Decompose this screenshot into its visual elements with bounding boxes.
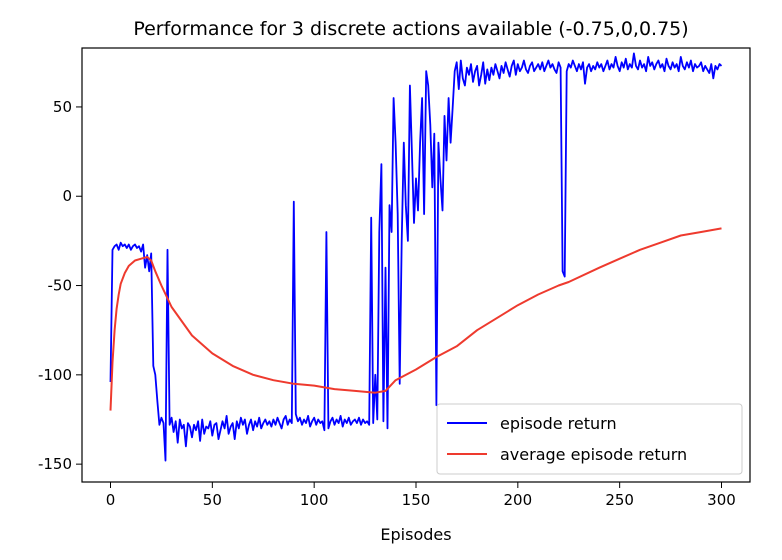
x-tick-label: 100 [300,491,329,509]
x-tick-label: 150 [402,491,431,509]
y-tick-label: 0 [62,187,72,205]
legend-label-episode-return: episode return [500,414,617,433]
x-tick-label: 0 [106,491,116,509]
y-tick-label: -100 [38,366,72,384]
x-axis: 0 50 100 150 200 250 300 [106,482,736,509]
series-layer [109,52,723,462]
legend: episode return average episode return [436,403,743,475]
x-tick-label: 200 [504,491,533,509]
chart-title: Performance for 3 discrete actions avail… [133,18,688,40]
x-axis-label: Episodes [380,525,451,544]
y-tick-label: -50 [48,277,73,295]
y-axis: -150 -100 -50 0 50 [38,98,82,473]
legend-box [436,403,743,475]
series-line-episode-return [109,52,723,462]
y-tick-label: -150 [38,455,72,473]
x-tick-label: 250 [605,491,634,509]
legend-label-average-episode-return: average episode return [500,445,687,464]
y-tick-label: 50 [53,98,72,116]
x-tick-label: 50 [203,491,222,509]
series-line-average-episode-return [109,227,722,411]
x-tick-label: 300 [707,491,736,509]
